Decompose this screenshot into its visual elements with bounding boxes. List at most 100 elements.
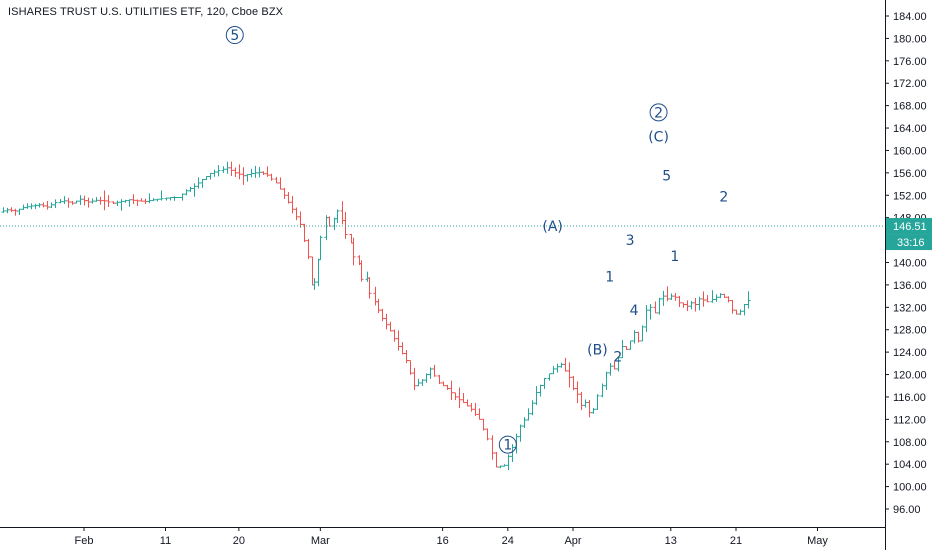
ohlc-bar: [538, 384, 543, 397]
ohlc-bar: [17, 208, 22, 216]
ohlc-bar: [335, 209, 340, 223]
ohlc-bar: [106, 195, 111, 207]
ohlc-bar: [176, 196, 181, 199]
ohlc-bar: [188, 186, 193, 192]
ohlc-bar: [555, 363, 560, 373]
ohlc-bar: [392, 329, 397, 342]
wave-label: 2: [613, 350, 622, 366]
ohlc-bar: [445, 384, 450, 390]
current-price-badge: [886, 218, 932, 235]
ohlc-bar: [41, 202, 46, 208]
wave-label: 4: [630, 303, 639, 319]
ohlc-bar: [681, 302, 686, 308]
ohlc-bar: [636, 331, 641, 343]
ohlc-bar: [481, 418, 486, 431]
ohlc-bar: [534, 386, 539, 405]
y-tick-label: 140.00: [893, 258, 927, 270]
ohlc-bar: [265, 166, 270, 177]
ohlc-bar: [367, 277, 372, 299]
ohlc-bar: [400, 342, 405, 355]
ohlc-bar: [25, 203, 30, 209]
wave-label: 2: [719, 189, 728, 205]
y-tick-label: 112.00: [893, 414, 926, 426]
wave-circle: [498, 435, 517, 454]
ohlc-bar: [58, 198, 63, 204]
ohlc-bar: [624, 346, 629, 351]
wave-circle: [225, 26, 244, 45]
ohlc-bar: [102, 190, 107, 211]
x-tick-label: May: [807, 535, 828, 547]
y-tick-label: 132.00: [893, 302, 927, 314]
ohlc-bar: [37, 203, 42, 208]
ohlc-bar: [734, 309, 739, 315]
ohlc-bar: [53, 199, 58, 209]
ohlc-bar: [253, 165, 258, 178]
y-tick-label: 184.00: [893, 11, 927, 23]
countdown-badge: [886, 234, 932, 251]
ohlc-bar: [705, 295, 710, 303]
x-tick-label: 24: [502, 535, 514, 547]
ohlc-bar: [673, 292, 678, 301]
ohlc-bar: [343, 211, 348, 239]
ohlc-bar: [269, 173, 274, 181]
ohlc-bar: [522, 417, 527, 429]
ohlc-bar: [449, 380, 454, 400]
ohlc-bar: [94, 197, 99, 202]
ohlc-bar: [294, 207, 299, 221]
ohlc-bar: [714, 294, 719, 302]
ohlc-bar: [127, 199, 132, 207]
ohlc-bar: [351, 237, 356, 266]
ohlc-bar: [494, 451, 499, 468]
x-tick-label: 16: [436, 535, 448, 547]
ohlc-bar: [502, 464, 507, 467]
ohlc-bar: [143, 198, 148, 204]
ohlc-bar: [380, 308, 385, 322]
ohlc-bar: [498, 465, 503, 469]
wave-label: 5: [230, 28, 239, 44]
wave-label: 5: [662, 169, 671, 185]
ohlc-bar: [192, 183, 197, 197]
x-tick-label: Apr: [564, 535, 581, 547]
y-tick-label: 180.00: [893, 33, 927, 45]
ohlc-bar: [376, 298, 381, 314]
ohlc-bar: [249, 168, 254, 178]
y-tick-label: 108.00: [893, 437, 927, 449]
ohlc-bar: [571, 376, 576, 391]
ohlc-bar: [685, 300, 690, 312]
ohlc-bar: [396, 330, 401, 351]
ohlc-bar: [648, 304, 653, 320]
ohlc-bar: [657, 297, 662, 315]
ohlc-bar: [233, 167, 238, 178]
ohlc-bar: [257, 166, 262, 178]
ohlc-bar: [591, 407, 596, 414]
ohlc-bar: [518, 424, 523, 442]
ohlc-bar: [416, 378, 421, 387]
ohlc-bar: [665, 286, 670, 302]
ohlc-bar: [697, 296, 702, 311]
ohlc-bar: [526, 408, 531, 421]
ohlc-bar: [184, 189, 189, 196]
ohlc-bar: [278, 177, 283, 190]
ohlc-bar: [316, 258, 321, 287]
ohlc-bar: [644, 304, 649, 332]
wave-label: (A): [542, 219, 563, 235]
ohlc-bar: [5, 207, 10, 214]
ohlc-bar: [312, 278, 317, 290]
ohlc-bar: [180, 193, 185, 201]
ohlc-bar: [412, 367, 417, 391]
x-tick-label: 21: [730, 535, 742, 547]
ohlc-bar: [551, 366, 556, 375]
ohlc-bar: [661, 290, 666, 306]
ohlc-bar: [123, 199, 128, 203]
y-tick-label: 136.00: [893, 280, 927, 292]
ohlc-bar: [428, 367, 433, 379]
ohlc-bar: [86, 197, 91, 208]
y-tick-label: 116.00: [893, 392, 926, 404]
ohlc-bar: [485, 428, 490, 441]
ohlc-bar: [359, 260, 364, 282]
ohlc-bar: [139, 198, 144, 202]
ohlc-bar: [261, 171, 266, 175]
ohlc-bar: [632, 330, 637, 344]
ohlc-bar: [542, 377, 547, 390]
